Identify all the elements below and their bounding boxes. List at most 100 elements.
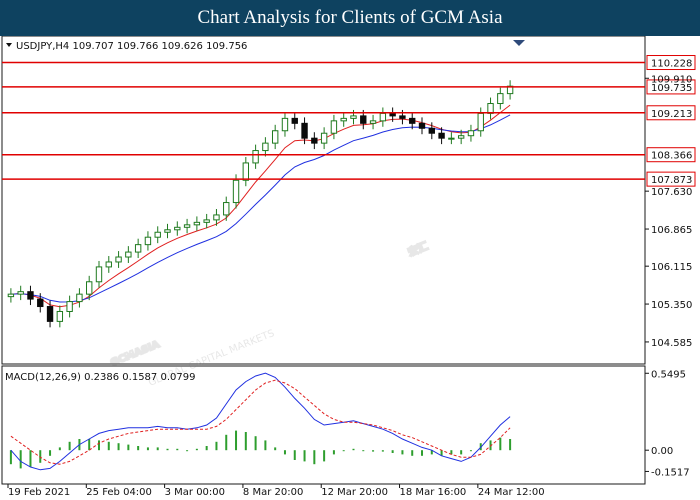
macd-panel-frame xyxy=(1,365,646,485)
macd-histogram-bar xyxy=(372,450,375,452)
macd-histogram-bar xyxy=(362,450,365,452)
candle-body xyxy=(477,112,484,132)
macd-histogram-bar xyxy=(293,450,296,460)
macd-histogram-bar xyxy=(421,450,424,456)
macd-histogram-bar xyxy=(49,450,52,456)
price-tick-label: 109.910 xyxy=(651,74,692,85)
macd-histogram-bar xyxy=(411,450,414,456)
candle-body xyxy=(320,132,328,144)
watermark-chinese: 宏汇 xyxy=(406,239,429,259)
ma-fast-line xyxy=(10,104,511,308)
candle-body xyxy=(86,281,93,295)
candle-body xyxy=(487,103,494,114)
macd-histogram-bar xyxy=(127,444,130,451)
candlesticks xyxy=(7,80,514,328)
candle-body xyxy=(242,162,250,181)
candle-body xyxy=(56,310,64,322)
macd-tick-label: 0.5495 xyxy=(651,369,686,380)
price-tick-label: 104.585 xyxy=(651,338,692,349)
candle-body xyxy=(223,202,230,216)
macd-histogram-bar xyxy=(88,439,91,451)
candle-body xyxy=(409,117,416,124)
candle-body xyxy=(164,229,171,233)
candle-body xyxy=(193,221,201,226)
macd-histogram-bar xyxy=(381,450,384,452)
macd-histogram-bar xyxy=(352,448,355,451)
candle-body xyxy=(350,115,357,119)
candle-body xyxy=(66,301,73,312)
macd-histogram-bar xyxy=(283,450,286,455)
level-label: 110.228 xyxy=(651,59,692,70)
chart-shift-marker-icon[interactable] xyxy=(513,40,525,46)
macd-histogram-bar xyxy=(391,450,394,453)
macd-histogram-bar xyxy=(137,446,140,451)
time-tick-label: 12 Mar 20:00 xyxy=(321,487,388,498)
macd-histogram-bar xyxy=(156,447,159,451)
candle-body xyxy=(311,137,318,144)
candle-body xyxy=(203,219,210,223)
level-label: 107.873 xyxy=(651,175,692,186)
macd-tick-label: 0.00 xyxy=(651,446,673,457)
trading-chart: GCMASIA 宏汇 GLOBAL CAPITAL MARKETS 110.22… xyxy=(1,36,696,498)
macd-histogram-bar xyxy=(323,450,326,462)
time-tick-label: 18 Mar 16:00 xyxy=(400,487,467,498)
macd-histogram-bar xyxy=(509,439,512,451)
price-panel-frame xyxy=(1,36,646,365)
time-tick-label: 3 Mar 00:00 xyxy=(165,487,225,498)
candle-body xyxy=(46,306,54,322)
candle-body xyxy=(37,298,44,308)
time-tick-label: 8 Mar 20:00 xyxy=(243,487,303,498)
macd-tick-label: -0.1517 xyxy=(651,467,690,478)
candle-body xyxy=(115,256,122,263)
dropdown-triangle-icon[interactable] xyxy=(6,43,12,47)
candle-body xyxy=(262,142,269,152)
candle-body xyxy=(360,115,367,124)
candle-body xyxy=(457,135,465,139)
candle-body xyxy=(105,261,112,268)
macd-histogram-bar xyxy=(460,450,463,455)
macd-histogram-bar xyxy=(469,450,472,452)
price-tick-label: 107.630 xyxy=(651,187,692,198)
candle-body xyxy=(438,132,445,139)
macd-histogram-bar xyxy=(332,450,335,455)
macd-histogram-bar xyxy=(29,450,32,467)
candle-body xyxy=(154,231,161,238)
level-label-box xyxy=(646,55,696,71)
macd-histogram-bar xyxy=(19,450,22,469)
macd-histogram-bar xyxy=(274,447,277,451)
candle-body xyxy=(134,244,142,253)
price-levels: 110.228 109.735 109.213 108.366 107.873 xyxy=(2,55,696,187)
candle-body xyxy=(369,120,377,124)
macd-histogram-bar xyxy=(430,450,433,455)
macd-histogram-bar xyxy=(186,450,189,452)
macd-histogram-bar xyxy=(264,440,267,451)
candle-body xyxy=(174,226,181,231)
candle-body xyxy=(271,130,279,144)
macd-histogram-bar xyxy=(205,446,208,451)
price-tick-label: 106.865 xyxy=(651,225,692,236)
banner-title: Chart Analysis for Clients of GCM Asia xyxy=(0,0,700,36)
time-tick-label: 19 Feb 2021 xyxy=(8,487,70,498)
macd-histogram-bar xyxy=(342,450,345,452)
candle-body xyxy=(76,293,83,303)
level-label-box xyxy=(646,79,696,95)
macd-histogram-bar xyxy=(254,436,257,451)
macd-line xyxy=(10,372,511,471)
macd-histogram-bar xyxy=(107,441,110,451)
price-axis: 104.585 105.350 106.115 106.865 107.630 109.9… xyxy=(645,74,692,349)
ma-slow-line xyxy=(10,114,511,303)
macd-histogram-bar xyxy=(225,434,228,451)
macd-histogram-bar xyxy=(450,450,453,455)
macd-histogram-bar xyxy=(97,440,100,451)
macd-histogram-bar xyxy=(39,450,42,463)
candle-body xyxy=(95,266,103,283)
candle-body xyxy=(399,115,406,119)
candle-body xyxy=(213,214,220,221)
macd-histogram-bar xyxy=(195,448,198,451)
macd-histogram-bar xyxy=(215,441,218,451)
macd-histogram-bar xyxy=(499,437,502,451)
level-label-box xyxy=(646,147,696,163)
candle-body xyxy=(125,251,132,258)
macd-histogram-bar xyxy=(166,448,169,451)
level-label: 109.213 xyxy=(651,109,692,120)
